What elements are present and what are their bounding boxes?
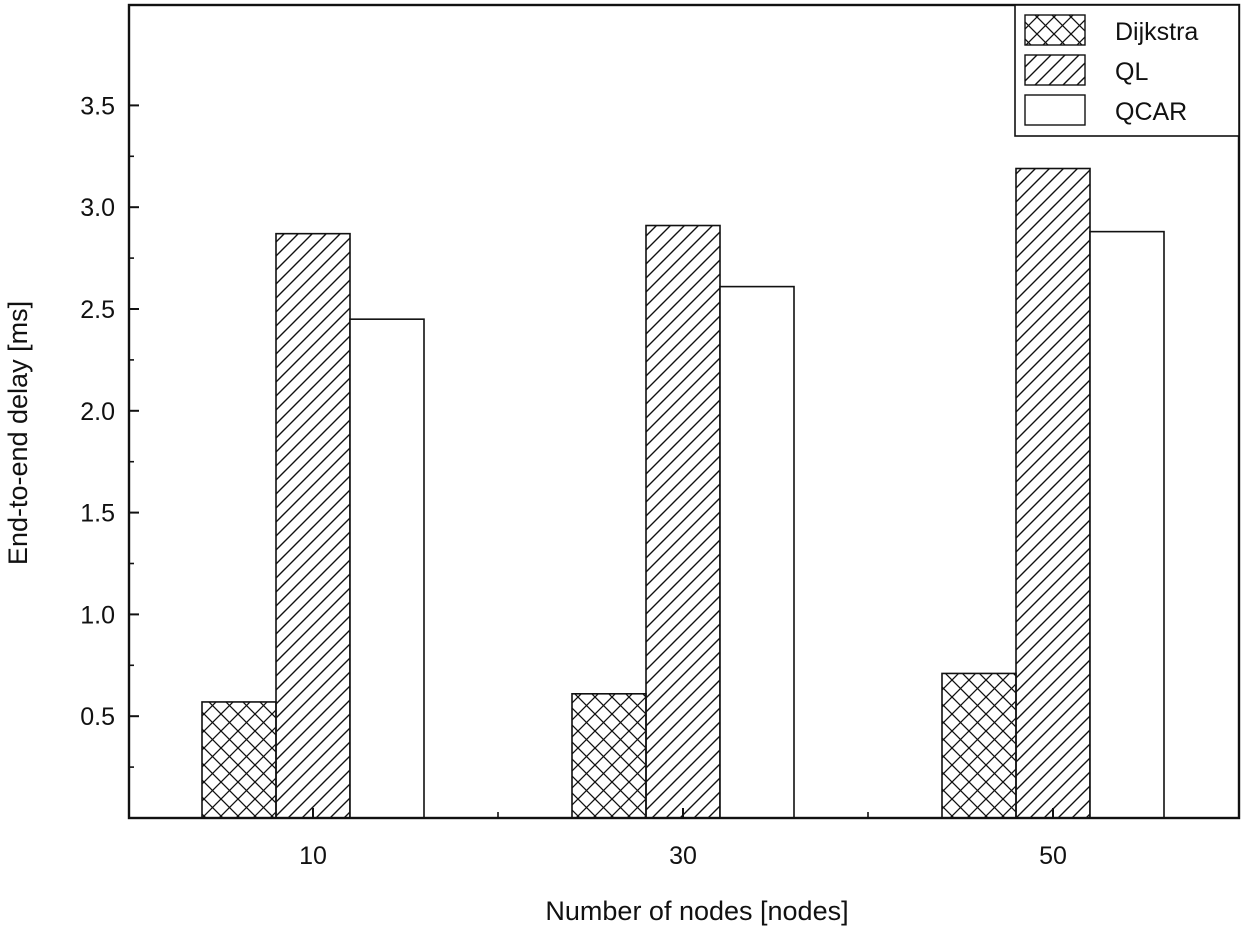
bar-dijkstra-30 [571,693,647,819]
bar-qcar-30 [719,285,795,819]
legend: Dijkstra QL QCAR [1014,4,1240,137]
y-tick-label: 2.0 [80,398,115,426]
x-tick-label: 10 [299,842,327,870]
bar-dijkstra-50 [941,672,1017,819]
axes-layer: 0.5 1.0 1.5 2.0 2.5 3.0 3.5 10 30 50 [80,3,1241,870]
y-tick-label: 3.5 [80,92,115,120]
x-tick-label: 30 [669,842,697,870]
legend-label-qcar: QCAR [1115,98,1187,126]
bar-ql-10 [275,232,351,819]
bars-layer [201,167,1165,819]
x-tick-label: 50 [1039,842,1067,870]
bar-qcar-50 [1089,230,1165,819]
y-axis-title: End-to-end delay [ms] [3,301,33,565]
bar-qcar-10 [349,318,425,819]
legend-label-ql: QL [1115,58,1148,86]
y-tick-label: 0.5 [80,703,115,731]
legend-swatch-ql [1024,54,1086,86]
y-tick-label: 2.5 [80,296,115,324]
legend-swatch-qcar [1024,94,1086,126]
bar-ql-50 [1015,167,1091,819]
bar-dijkstra-10 [201,701,277,819]
legend-swatch-dijkstra [1024,14,1086,46]
y-tick-label: 1.5 [80,500,115,528]
x-axis-title: Number of nodes [nodes] [545,896,848,926]
legend-label-dijkstra: Dijkstra [1115,18,1198,46]
y-tick-label: 3.0 [80,194,115,222]
bar-ql-30 [645,224,721,819]
y-tick-label: 1.0 [80,601,115,629]
